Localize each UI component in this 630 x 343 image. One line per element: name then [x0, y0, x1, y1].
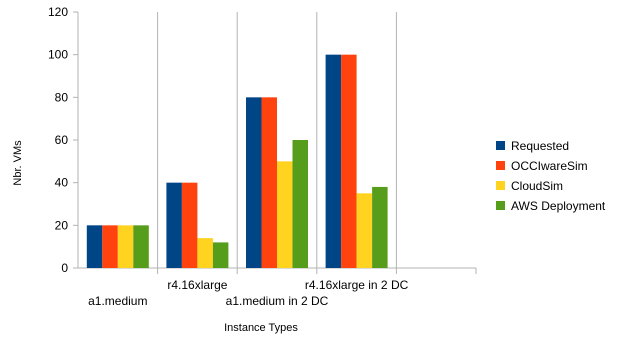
legend-swatch — [496, 161, 505, 170]
y-tick-label: 100 — [48, 48, 68, 62]
legend-label: OCCIwareSim — [511, 159, 588, 173]
bar-requested-1 — [86, 225, 103, 268]
legend-swatch — [496, 201, 505, 210]
bar-cloudsim-2 — [197, 238, 213, 268]
y-tick-label: 40 — [55, 176, 69, 190]
bar-occiwaresim-4 — [341, 54, 357, 268]
bar-aws-deployment-3 — [292, 140, 308, 268]
bar-cloudsim-3 — [277, 161, 293, 268]
bar-requested-4 — [325, 54, 342, 268]
y-tick-label: 20 — [55, 218, 69, 232]
legend-label: CloudSim — [511, 179, 563, 193]
bar-aws-deployment-1 — [133, 225, 149, 268]
y-axis-title: Nbr. VMs — [12, 140, 24, 186]
bar-group — [86, 54, 388, 268]
y-tick-label: 120 — [48, 5, 68, 19]
legend-swatch — [496, 181, 505, 190]
x-axis-title: Instance Types — [224, 322, 298, 334]
x-axis-categories: a1.medium r4.16xlarge a1.medium in 2 DC r4.… — [88, 278, 409, 308]
bar-occiwaresim-2 — [181, 182, 198, 268]
y-axis-ticks: 0 20 40 60 80 100 120 — [48, 5, 78, 275]
y-tick-label: 60 — [55, 133, 69, 147]
bar-cloudsim-4 — [356, 193, 373, 268]
y-tick-label: 0 — [61, 261, 68, 275]
legend: Requested OCCIwareSim CloudSim AWS Deployme… — [496, 139, 606, 213]
bar-requested-2 — [166, 182, 182, 268]
legend-label: Requested — [511, 139, 569, 153]
bar-cloudsim-1 — [117, 225, 134, 268]
bar-occiwaresim-3 — [261, 97, 277, 268]
legend-label: AWS Deployment — [511, 199, 606, 213]
x-category-label: r4.16xlarge — [167, 278, 227, 292]
bar-requested-3 — [246, 97, 262, 268]
bar-aws-deployment-2 — [212, 242, 229, 268]
x-category-label: a1.medium — [88, 294, 147, 308]
bar-aws-deployment-4 — [372, 186, 388, 268]
bar-occiwaresim-1 — [102, 225, 118, 268]
y-tick-label: 80 — [55, 90, 69, 104]
x-category-label: a1.medium in 2 DC — [226, 294, 329, 308]
x-category-label: r4.16xlarge in 2 DC — [305, 278, 409, 292]
legend-swatch — [496, 141, 505, 150]
